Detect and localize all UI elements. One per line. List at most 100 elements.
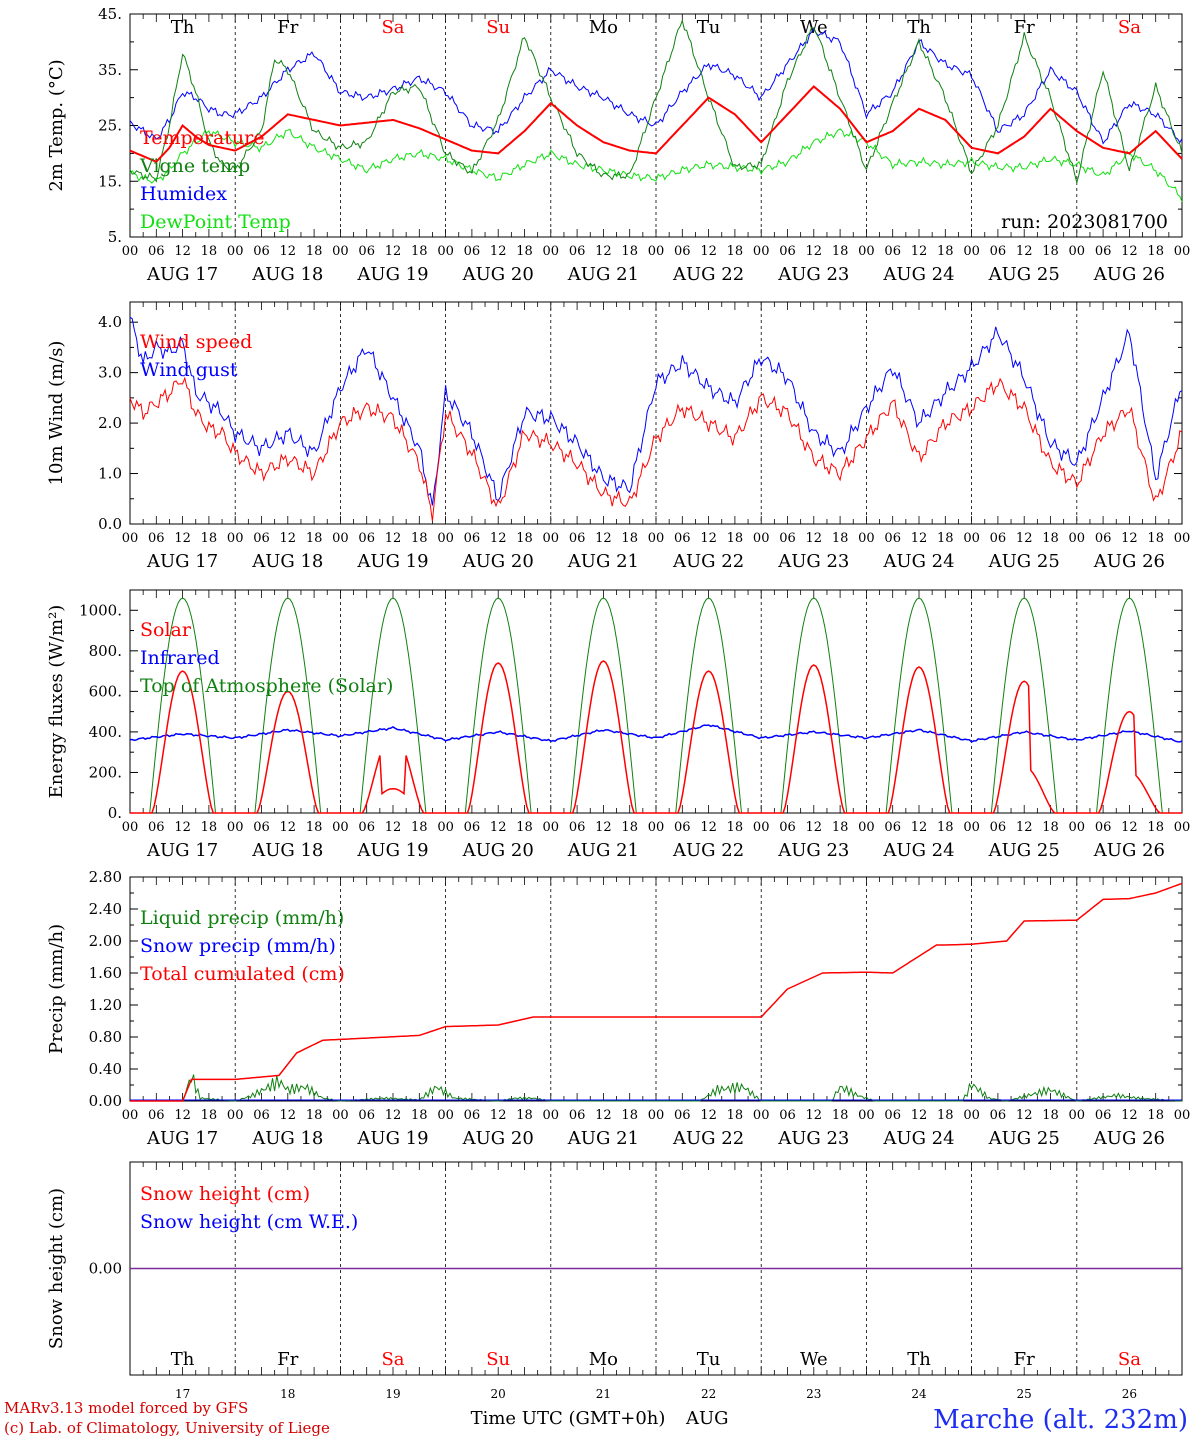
hour-label: 06 xyxy=(884,244,901,259)
hour-label: 12 xyxy=(700,1108,717,1123)
date-label: AUG 21 xyxy=(567,1128,639,1149)
hour-label: 12 xyxy=(700,244,717,259)
date-label: AUG 25 xyxy=(988,840,1060,861)
date-label: AUG 19 xyxy=(356,840,428,861)
hour-label: 06 xyxy=(1095,820,1112,835)
hour-label: 12 xyxy=(595,1108,612,1123)
hour-label: 12 xyxy=(806,244,823,259)
month-label: AUG xyxy=(685,1408,729,1429)
hour-label: 06 xyxy=(464,1108,481,1123)
date-label: AUG 23 xyxy=(777,840,849,861)
day-number: 24 xyxy=(911,1387,927,1401)
legend-item: Temperature xyxy=(140,127,264,149)
hour-label: 06 xyxy=(779,244,796,259)
hour-label: 00 xyxy=(437,531,454,546)
hour-label: 00 xyxy=(332,531,349,546)
hour-label: 12 xyxy=(911,531,928,546)
date-label: AUG 18 xyxy=(251,264,323,285)
hour-label: 00 xyxy=(753,244,770,259)
lab-credit: (c) Lab. of Climatology, University of L… xyxy=(4,1419,330,1437)
hour-label: 06 xyxy=(1095,531,1112,546)
hour-label: 06 xyxy=(990,1108,1007,1123)
hour-label: 12 xyxy=(280,820,297,835)
hour-label: 00 xyxy=(332,820,349,835)
hour-label: 06 xyxy=(990,820,1007,835)
hour-label: 18 xyxy=(516,244,533,259)
date-label: AUG 17 xyxy=(146,840,218,861)
date-label: AUG 25 xyxy=(988,551,1060,572)
hour-label: 12 xyxy=(806,1108,823,1123)
hour-label: 00 xyxy=(1069,1108,1086,1123)
hour-label: 18 xyxy=(937,1108,954,1123)
date-label: AUG 22 xyxy=(672,551,744,572)
hour-label: 00 xyxy=(437,820,454,835)
hour-label: 18 xyxy=(411,244,428,259)
day-name: Th xyxy=(907,1349,931,1370)
hour-label: 12 xyxy=(385,244,402,259)
hour-label: 06 xyxy=(464,531,481,546)
y-tick-label: 800. xyxy=(89,642,122,660)
legend-item: Solar xyxy=(140,619,192,641)
hour-label: 00 xyxy=(648,1108,665,1123)
hour-label: 18 xyxy=(937,244,954,259)
hour-label: 06 xyxy=(779,820,796,835)
day-name: Sa xyxy=(1118,1349,1141,1370)
hour-label: 12 xyxy=(911,820,928,835)
hour-label: 12 xyxy=(806,531,823,546)
hour-label: 12 xyxy=(1016,531,1033,546)
day-name: Tu xyxy=(697,1349,721,1370)
panel-frame-2 xyxy=(129,589,1183,814)
hour-label: 18 xyxy=(832,1108,849,1123)
y-tick-label: 0.0 xyxy=(98,515,122,533)
hour-label: 06 xyxy=(674,820,691,835)
y-tick-label: 35. xyxy=(98,61,122,79)
legend-item: Humidex xyxy=(140,183,227,205)
date-label: AUG 24 xyxy=(882,264,954,285)
hour-label: 06 xyxy=(148,531,165,546)
hour-label: 00 xyxy=(858,1108,875,1123)
hour-label: 06 xyxy=(358,1108,375,1123)
hour-label: 00 xyxy=(122,820,139,835)
date-label: AUG 21 xyxy=(567,551,639,572)
hour-label: 18 xyxy=(727,820,744,835)
y-tick-label: 1000. xyxy=(79,601,122,619)
hour-label: 00 xyxy=(1174,1108,1191,1123)
y-tick-label: 400. xyxy=(89,723,122,741)
hour-label: 12 xyxy=(490,1108,507,1123)
hour-label: 12 xyxy=(595,531,612,546)
y-tick-label: 2.0 xyxy=(98,414,122,432)
hour-label: 12 xyxy=(280,244,297,259)
legend-item: Liquid precip (mm/h) xyxy=(140,907,344,929)
day-name: Th xyxy=(907,17,931,38)
hour-label: 06 xyxy=(990,531,1007,546)
y-tick-label: 25. xyxy=(98,117,122,135)
hour-label: 06 xyxy=(148,820,165,835)
hour-label: 18 xyxy=(727,531,744,546)
hour-label: 18 xyxy=(621,244,638,259)
day-name: Sa xyxy=(381,1349,404,1370)
hour-label: 12 xyxy=(280,531,297,546)
hour-label: 12 xyxy=(700,531,717,546)
date-label: AUG 22 xyxy=(672,264,744,285)
hour-label: 06 xyxy=(1095,244,1112,259)
date-label: AUG 20 xyxy=(462,551,534,572)
hour-label: 18 xyxy=(1147,531,1164,546)
series-line-wind-speed xyxy=(129,376,1183,522)
hour-label: 00 xyxy=(858,244,875,259)
hour-label: 12 xyxy=(911,1108,928,1123)
hour-label: 18 xyxy=(516,1108,533,1123)
hour-label: 18 xyxy=(411,820,428,835)
hour-label: 18 xyxy=(306,244,323,259)
day-name: Sa xyxy=(1118,17,1141,38)
y-tick-label: 2.80 xyxy=(89,868,122,886)
hour-label: 12 xyxy=(1121,531,1138,546)
day-name: Mo xyxy=(589,1349,618,1370)
y-tick-label: 1.0 xyxy=(98,465,122,483)
hour-label: 18 xyxy=(1042,531,1059,546)
hour-label: 18 xyxy=(306,1108,323,1123)
hour-label: 12 xyxy=(490,820,507,835)
day-name: We xyxy=(800,1349,828,1370)
date-label: AUG 19 xyxy=(356,264,428,285)
hour-label: 06 xyxy=(569,244,586,259)
